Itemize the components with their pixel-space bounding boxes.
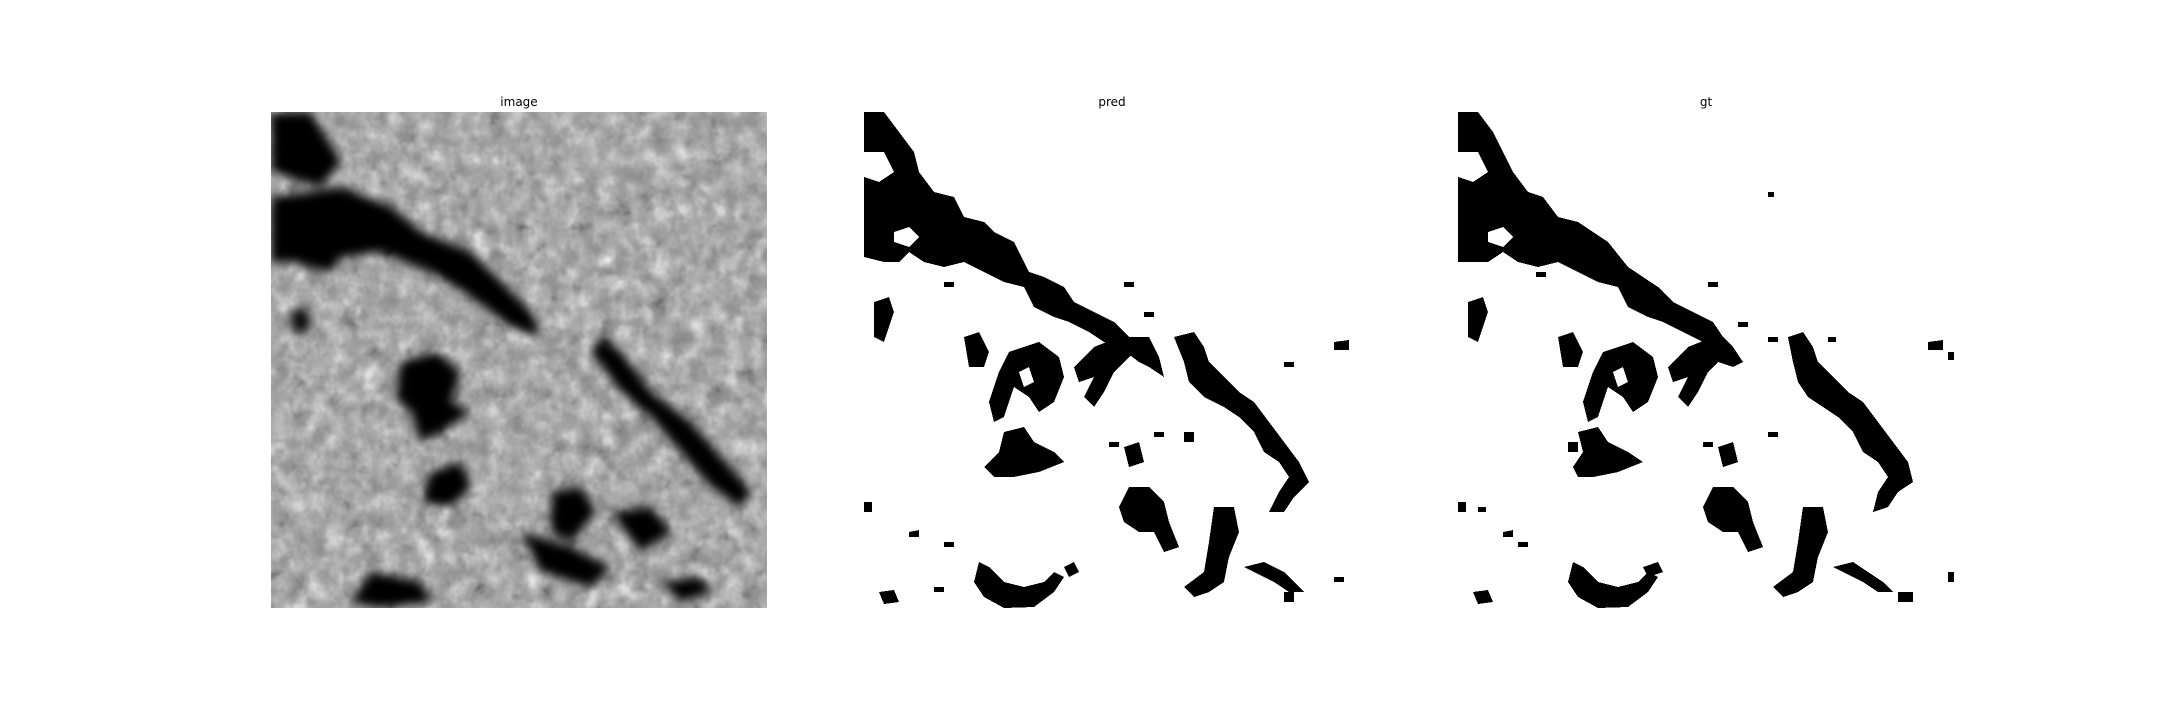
prediction-mask-panel (864, 112, 1360, 608)
panel-title-gt: gt (1699, 95, 1713, 109)
gt-foreground (1458, 112, 1954, 608)
ground-truth-mask (1458, 112, 1954, 608)
panel-title-pred: pred (1098, 95, 1126, 109)
grayscale-image (271, 112, 767, 608)
image-texture (271, 112, 767, 608)
panel-title-image: image (500, 95, 538, 109)
image-dark-structures (271, 112, 751, 608)
grayscale-image-panel (271, 112, 767, 608)
pred-foreground (864, 112, 1349, 608)
prediction-mask (864, 112, 1360, 608)
ground-truth-mask-panel (1458, 112, 1954, 608)
